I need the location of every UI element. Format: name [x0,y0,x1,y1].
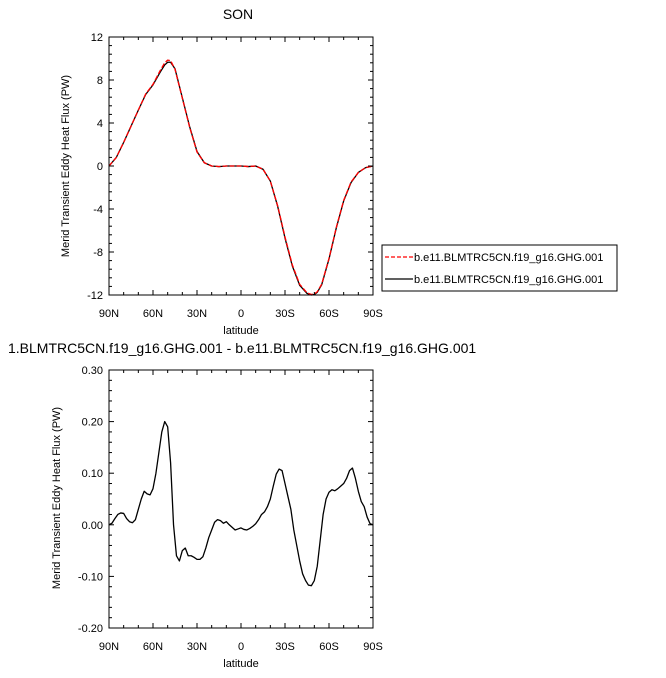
bottom-ytick-label: -0.10 [78,571,103,583]
bottom-ytick-label: 0.00 [82,520,103,532]
bottom-xtick-label: 60N [143,641,163,653]
bottom-ytick-label: 0.10 [82,468,103,480]
bottom-chart: 1.BLMTRC5CN.f19_g16.GHG.001 - b.e11.BLMT… [8,340,476,670]
bottom-xtick-label: 90N [99,641,119,653]
bottom-xtick-label: 0 [238,641,244,653]
top-chart-title: SON [223,6,253,22]
bottom-chart-title: 1.BLMTRC5CN.f19_g16.GHG.001 - b.e11.BLMT… [8,340,476,356]
top-series-line-2 [108,61,374,296]
top-series-line-1 [108,59,374,296]
top-ytick-label: 8 [97,75,103,87]
bottom-chart-xlabel: latitude [223,658,258,670]
bottom-chart-ticks: 90N 60N 30N 0 30S 60S 90S -0.20 -0.10 0.00 0.10 0.2… [78,365,383,653]
top-chart-series-group [108,59,374,296]
top-xtick-label: 90N [99,308,119,320]
top-ytick-label: -8 [93,247,103,259]
legend-label-series-1: b.e11.BLMTRC5CN.f19_g16.GHG.001 [414,252,603,264]
bottom-ytick-label: -0.20 [78,623,103,635]
top-chart-ylabel: Merid Transient Eddy Heat Flux (PW) [60,75,72,257]
top-xtick-label: 30S [275,308,295,320]
top-xtick-label: 30N [187,308,207,320]
bottom-xtick-label: 30N [187,641,207,653]
bottom-ytick-label: 0.30 [82,365,103,377]
legend-box [381,244,618,292]
bottom-xtick-label: 60S [319,641,339,653]
top-chart-legend: b.e11.BLMTRC5CN.f19_g16.GHG.001 b.e11.BL… [381,244,618,292]
bottom-xtick-label: 30S [275,641,295,653]
top-xtick-label: 90S [363,308,383,320]
top-ytick-label: 12 [91,32,103,44]
bottom-ytick-label: 0.20 [82,417,103,429]
bottom-series-line-1 [108,420,374,587]
top-chart: SON 90N 60N 30N 0 30S 60S 90S -12 -8 -4 0 4 8 12 lati… [60,6,618,337]
bottom-xtick-label: 90S [363,641,383,653]
top-xtick-label: 60N [143,308,163,320]
top-ytick-label: 0 [97,161,103,173]
top-ytick-label: 4 [97,118,103,130]
top-ytick-label: -12 [87,290,103,302]
bottom-chart-series-group [108,420,374,587]
bottom-plot-frame [108,369,374,629]
top-chart-xlabel: latitude [223,325,258,337]
top-ytick-label: -4 [93,204,103,216]
legend-label-series-2: b.e11.BLMTRC5CN.f19_g16.GHG.001 [414,274,603,286]
top-xtick-label: 0 [238,308,244,320]
bottom-chart-ylabel: Merid Transient Eddy Heat Flux (PW) [51,407,63,589]
top-chart-ticks: 90N 60N 30N 0 30S 60S 90S -12 -8 -4 0 4 8 12 [87,32,383,320]
top-xtick-label: 60S [319,308,339,320]
